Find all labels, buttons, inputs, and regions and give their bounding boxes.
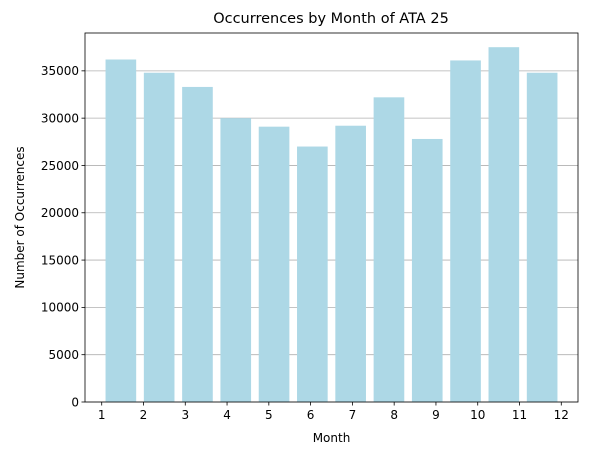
- x-tick-label: 9: [432, 408, 440, 422]
- y-tick-label: 25000: [41, 159, 79, 173]
- bar: [220, 118, 252, 403]
- y-tick-label: 5000: [48, 348, 79, 362]
- y-tick-label: 20000: [41, 206, 79, 220]
- plot-frame: [84, 32, 579, 403]
- x-tick-label: 8: [390, 408, 398, 422]
- x-tick-label: 1: [98, 408, 106, 422]
- x-tick-label: 11: [512, 408, 527, 422]
- bar: [488, 47, 520, 402]
- bar: [373, 97, 405, 402]
- x-tick-label: 4: [223, 408, 231, 422]
- x-axis: 1 2 3 4 5 6 7 8 9 10 11 12: [98, 402, 569, 422]
- y-tick-label: 0: [71, 395, 79, 409]
- x-tick-label: 2: [140, 408, 148, 422]
- x-tick-label: 5: [265, 408, 273, 422]
- y-tick-label: 10000: [41, 301, 79, 315]
- x-axis-label: Month: [313, 431, 351, 445]
- bar: [105, 59, 137, 402]
- x-tick-label: 6: [307, 408, 315, 422]
- bar: [297, 146, 328, 402]
- x-tick-label: 3: [181, 408, 189, 422]
- y-axis: 0 5000 10000 15000 20000 25000 30000 35000: [41, 64, 85, 409]
- bar: [411, 138, 443, 402]
- x-tick-label: 7: [349, 408, 357, 422]
- y-axis-label: Number of Occurrences: [13, 146, 27, 288]
- y-tick-label: 30000: [41, 111, 79, 125]
- x-tick-label: 12: [554, 408, 569, 422]
- x-tick-label: 10: [470, 408, 485, 422]
- bar: [526, 72, 558, 402]
- y-tick-label: 15000: [41, 253, 79, 267]
- chart-title: Occurrences by Month of ATA 25: [213, 11, 449, 27]
- bar: [143, 72, 175, 402]
- y-tick-label: 35000: [41, 64, 79, 78]
- bar: [258, 126, 290, 403]
- bar: [182, 86, 213, 402]
- bar: [335, 125, 366, 402]
- bars: [105, 47, 558, 403]
- bar: [450, 60, 481, 402]
